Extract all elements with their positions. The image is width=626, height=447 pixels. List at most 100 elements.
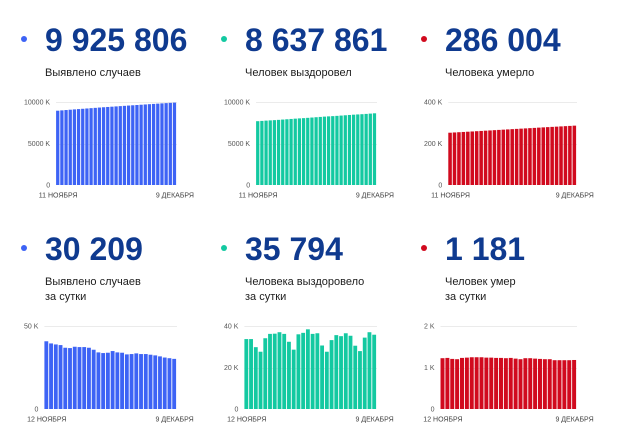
bar [538, 358, 542, 409]
bar [343, 115, 347, 185]
bullet-dot-icon [221, 245, 227, 251]
y-tick-label: 200 K [424, 141, 443, 148]
bar [528, 358, 533, 409]
bar [518, 359, 523, 409]
bar [334, 335, 339, 409]
bar [147, 104, 152, 185]
stat-label: Человек выздоровел [245, 66, 400, 81]
chart-total-cases: 0 5000 K 10000 K 11 НОЯБРЯ 9 ДЕКАБРЯ [24, 100, 194, 200]
bar [450, 358, 455, 409]
bar [572, 359, 577, 409]
bar [466, 131, 470, 185]
bar [293, 118, 297, 185]
bar [503, 358, 508, 409]
y-axis: 0 200 K 400 K [424, 100, 443, 190]
bar [76, 109, 81, 185]
bar [559, 126, 563, 185]
bar [347, 114, 352, 185]
bar [497, 129, 501, 185]
bar [358, 351, 362, 409]
bar [489, 357, 494, 409]
bar [329, 340, 334, 409]
bar [510, 129, 514, 185]
bars [448, 125, 577, 185]
bar [547, 359, 552, 409]
y-tick-label: 0 [35, 407, 39, 414]
y-axis: 0 20 K 40 K [224, 324, 239, 414]
bar [545, 127, 550, 185]
bar [552, 360, 557, 409]
bar [129, 354, 134, 409]
x-tick-label: 12 НОЯБРЯ [423, 417, 462, 424]
bar [523, 128, 528, 185]
chart-total-recovered: 0 5000 K 10000 K 11 НОЯБРЯ 9 ДЕКАБРЯ [224, 100, 394, 200]
bar [135, 105, 139, 185]
x-tick-label: 11 НОЯБРЯ [239, 193, 278, 200]
bar [440, 358, 445, 409]
bar [335, 115, 339, 185]
bar [479, 130, 483, 185]
bar [143, 104, 147, 185]
stat-label: Человек умер за сутки [445, 275, 600, 305]
stat-label-line: за сутки [245, 291, 287, 303]
bar [87, 347, 91, 409]
bar [372, 113, 377, 185]
bar [53, 344, 58, 409]
bullet-dot-icon [421, 245, 427, 251]
bar [492, 130, 497, 185]
bar [124, 354, 129, 409]
bar [484, 357, 489, 409]
chart-daily-cases: 0 50 K 12 НОЯБРЯ 9 ДЕКАБРЯ [24, 324, 194, 424]
bar [452, 132, 457, 185]
bar [339, 336, 343, 409]
bar [326, 116, 331, 185]
bar [324, 351, 329, 409]
bar [244, 339, 249, 409]
bar [58, 345, 63, 409]
bar [297, 118, 302, 185]
bar [460, 357, 464, 409]
bar [479, 357, 484, 409]
bar [469, 357, 474, 409]
bars [440, 357, 577, 409]
bar [310, 333, 315, 409]
bar [91, 349, 96, 409]
stat-value: 30 209 [45, 231, 143, 267]
x-tick-label: 12 НОЯБРЯ [227, 417, 266, 424]
x-axis: 12 НОЯБРЯ 9 ДЕКАБРЯ [423, 417, 593, 424]
x-tick-label: 9 ДЕКАБРЯ [555, 417, 593, 424]
bar [164, 103, 168, 185]
bar [122, 105, 127, 185]
chart-daily-deaths: 0 1 K 2 K 12 НОЯБРЯ 9 ДЕКАБРЯ [423, 324, 593, 424]
x-tick-label: 11 НОЯБРЯ [431, 193, 470, 200]
bar [106, 106, 110, 185]
stat-label: Человека умерло [445, 66, 600, 81]
bar [483, 130, 488, 185]
bar [523, 358, 528, 409]
stat-label-line: Человека выздоровело [245, 276, 365, 288]
bar [470, 131, 475, 185]
stat-label: Человека выздоровело за сутки [245, 275, 400, 305]
y-tick-label: 50 K [24, 324, 39, 331]
x-axis: 11 НОЯБРЯ 9 ДЕКАБРЯ [39, 193, 194, 200]
card-total-deaths: 286 004 Человека умерло 0 200 K 400 K 11 НО… [400, 0, 600, 209]
bar [554, 126, 559, 185]
x-axis: 11 НОЯБРЯ 9 ДЕКАБРЯ [431, 193, 594, 200]
card-daily-recovered: 35 794 Человека выздоровело за сутки 0 20… [200, 209, 400, 447]
bar [64, 110, 68, 185]
bullet-dot-icon [421, 36, 427, 42]
y-tick-label: 0 [431, 407, 435, 414]
stat-label-line: за сутки [445, 291, 487, 303]
y-tick-label: 10000 K [224, 100, 250, 107]
stat-label-line: Выявлено случаев [45, 276, 141, 288]
stat-label-line: Человека умерло [445, 67, 535, 79]
y-tick-label: 0 [246, 183, 250, 190]
bars [56, 102, 177, 185]
bars [256, 113, 377, 185]
bar [356, 114, 360, 185]
bar [249, 339, 253, 409]
bar [68, 348, 72, 409]
bar [541, 127, 546, 185]
bar [494, 357, 499, 409]
bar [360, 114, 364, 185]
